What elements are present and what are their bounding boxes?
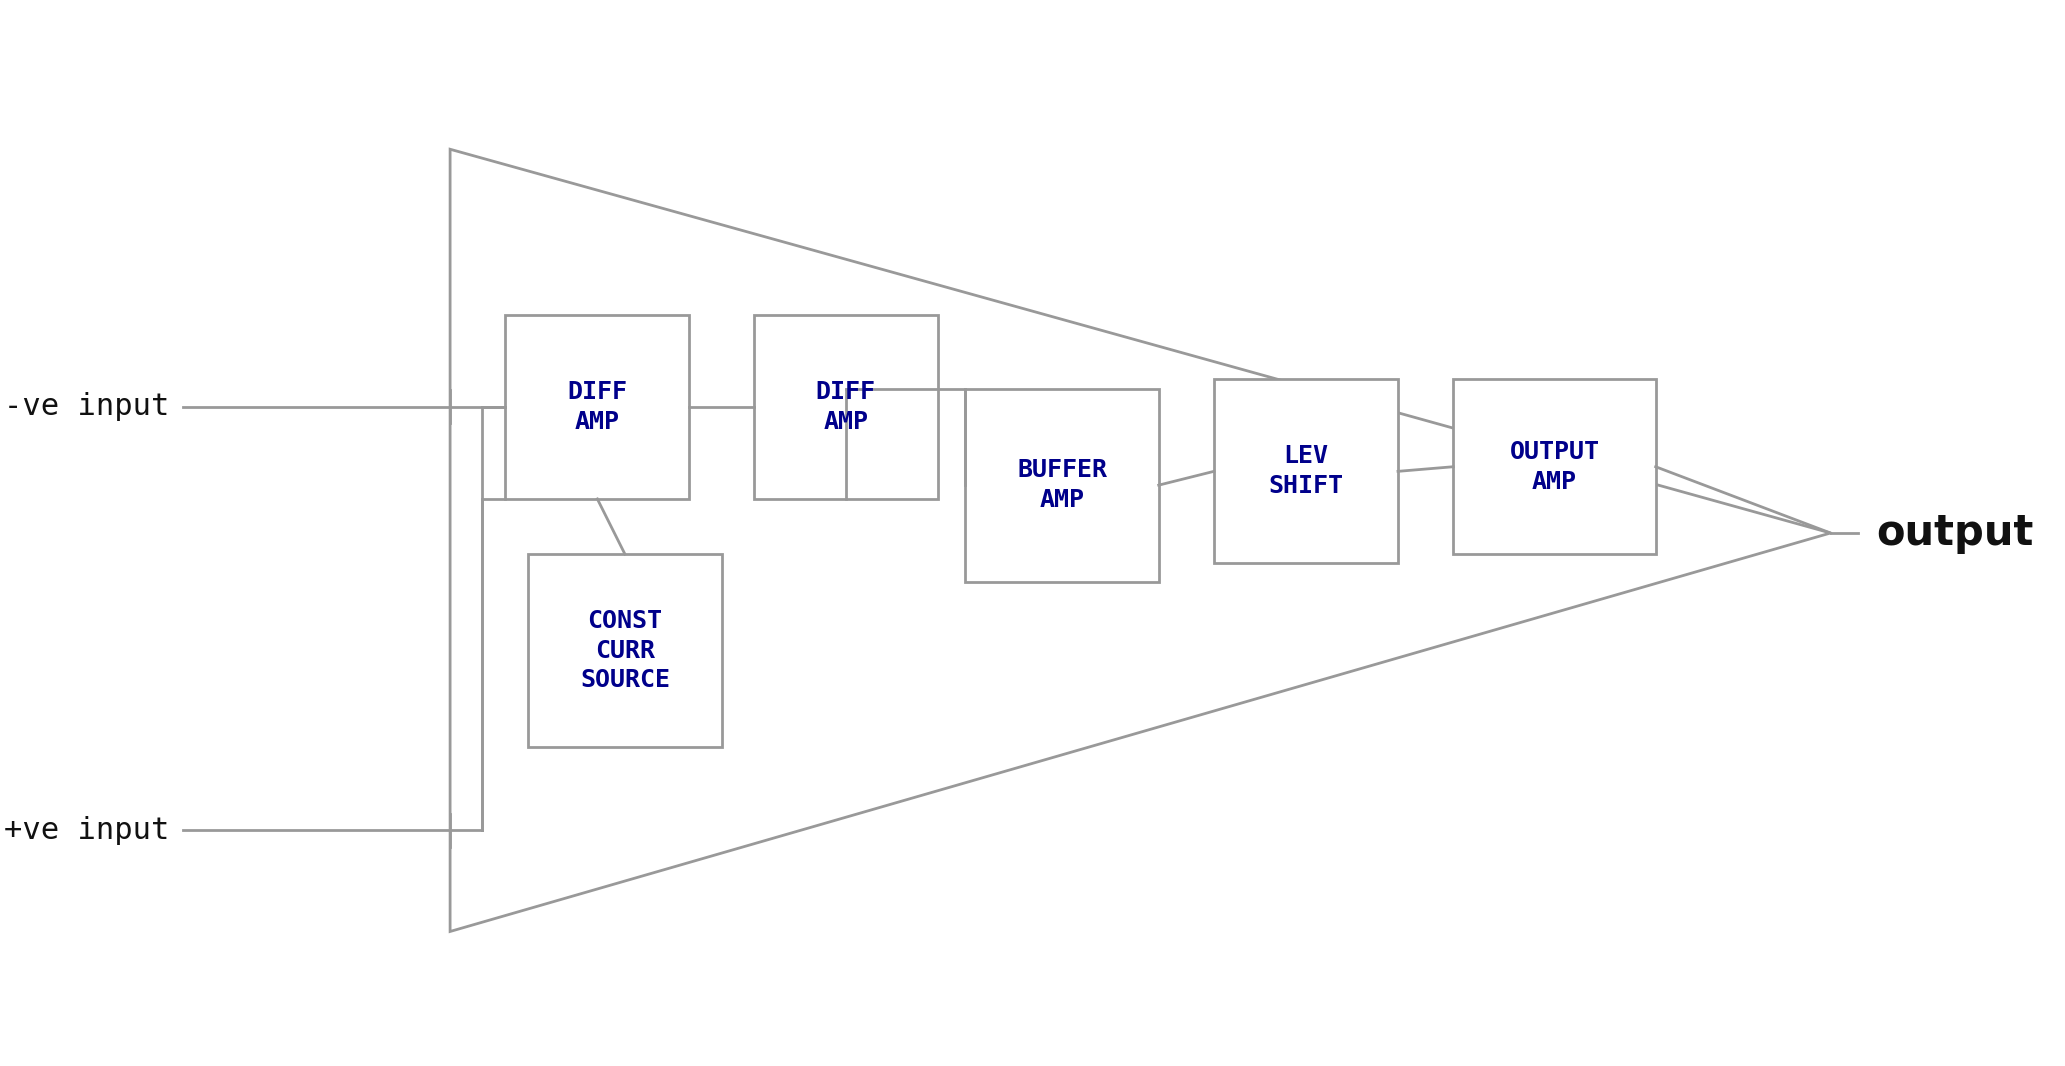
Bar <box>754 314 938 499</box>
Text: DIFF
AMP: DIFF AMP <box>816 381 876 434</box>
Bar <box>1214 379 1398 563</box>
Text: -ve input: -ve input <box>4 392 169 421</box>
Text: BUFFER
AMP: BUFFER AMP <box>1018 458 1107 512</box>
Text: +ve input: +ve input <box>4 815 169 844</box>
Text: output: output <box>1877 512 2034 554</box>
Text: DIFF
AMP: DIFF AMP <box>568 381 628 434</box>
Text: CONST
CURR
SOURCE: CONST CURR SOURCE <box>580 609 669 693</box>
Text: OUTPUT
AMP: OUTPUT AMP <box>1510 440 1600 494</box>
Bar <box>966 388 1158 582</box>
Bar <box>529 554 721 747</box>
Text: LEV
SHIFT: LEV SHIFT <box>1268 445 1344 498</box>
Bar <box>1454 379 1656 554</box>
Bar <box>506 314 690 499</box>
